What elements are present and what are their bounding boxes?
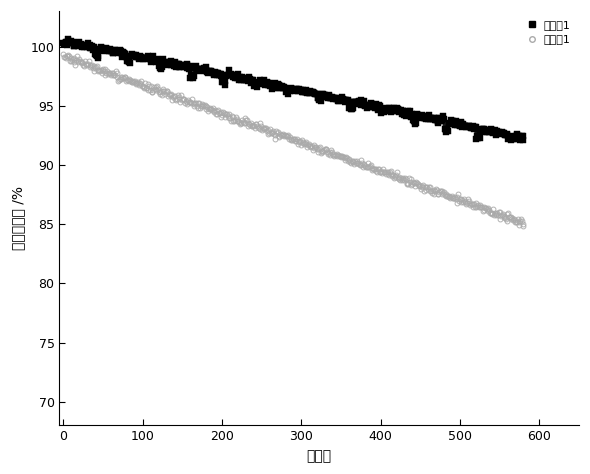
Y-axis label: 容量保持率 /%: 容量保持率 /%	[11, 186, 25, 250]
Legend: 实施例1, 对比例1: 实施例1, 对比例1	[523, 17, 573, 48]
X-axis label: 循环数: 循环数	[307, 449, 332, 463]
